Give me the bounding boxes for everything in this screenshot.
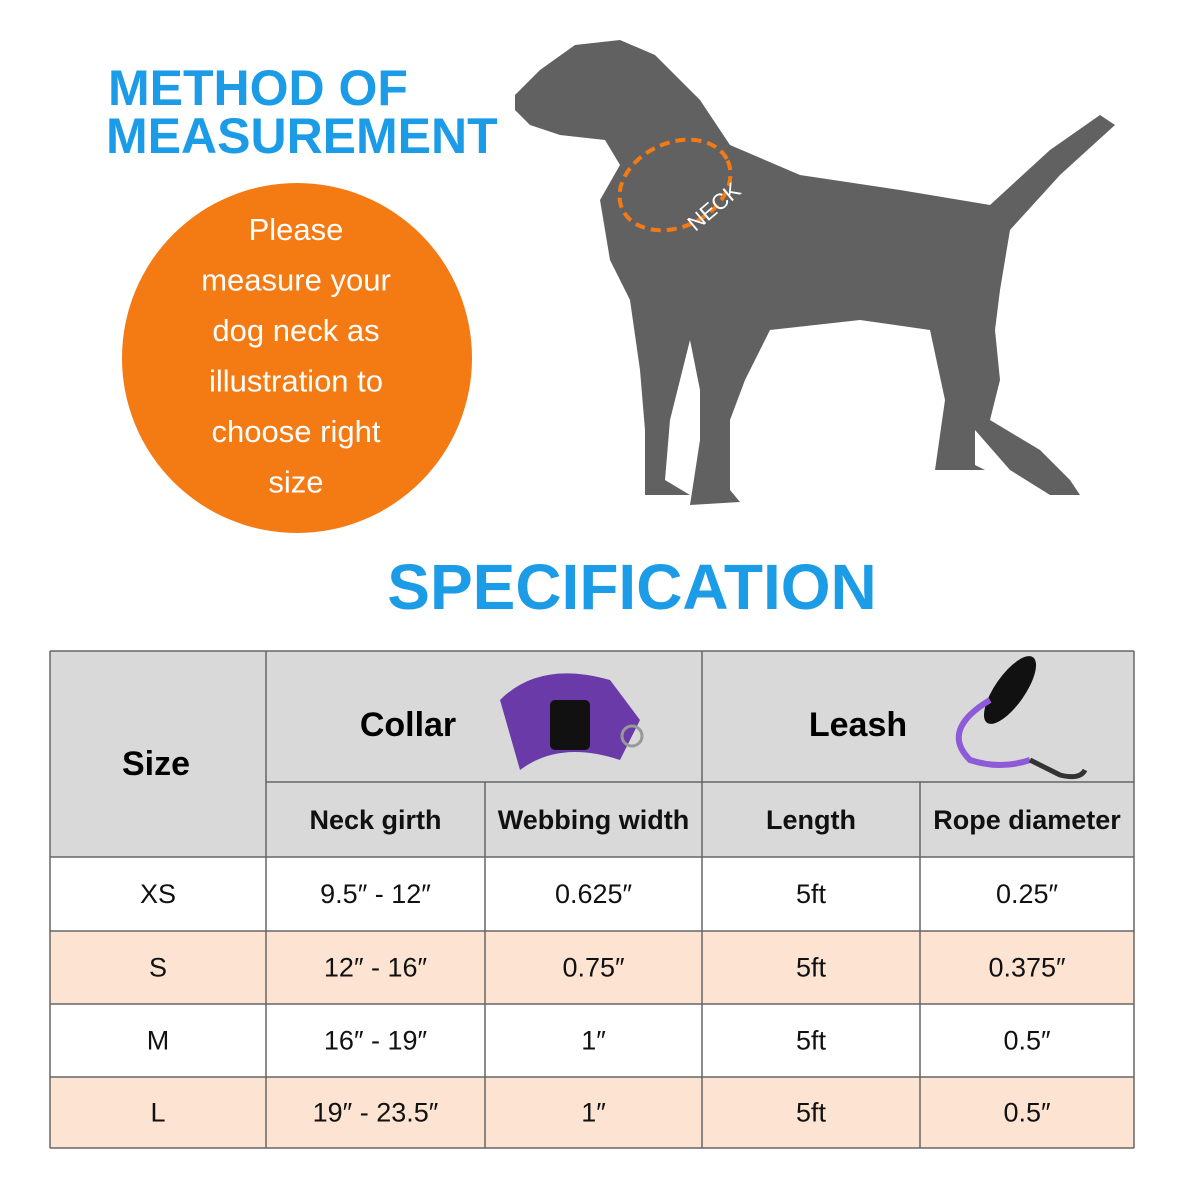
size-cell: M xyxy=(147,1026,170,1056)
row-bg xyxy=(50,1004,1134,1077)
instruction-line: Please xyxy=(249,212,344,247)
instruction-line: measure your xyxy=(201,263,391,298)
dog-silhouette xyxy=(515,40,1115,505)
title-line: METHOD OF xyxy=(108,60,408,116)
subheader: Rope diameter xyxy=(933,805,1121,835)
subheader: Webbing width xyxy=(498,805,689,835)
value-cell: 0.25″ xyxy=(996,879,1059,909)
size-header: Size xyxy=(122,745,190,783)
value-cell: 16″ - 19″ xyxy=(324,1026,428,1056)
value-cell: 0.625″ xyxy=(555,879,633,909)
leash-image xyxy=(955,656,1088,780)
value-cell: 12″ - 16″ xyxy=(324,953,428,983)
size-cell: XS xyxy=(140,879,176,909)
value-cell: 5ft xyxy=(796,1026,827,1056)
size-cell: S xyxy=(149,953,167,983)
collar-image xyxy=(500,673,644,770)
value-cell: 1″ xyxy=(581,1026,606,1056)
instruction-line: dog neck as xyxy=(212,313,379,348)
instruction-line: size xyxy=(268,465,323,500)
title-line: MEASUREMENT xyxy=(106,108,498,164)
value-cell: 5ft xyxy=(796,879,827,909)
value-cell: 0.375″ xyxy=(988,953,1066,983)
subheader: Length xyxy=(766,805,856,835)
instruction-circle xyxy=(122,183,472,533)
spec-table: Size Collar Leash Neck girth Webbing width Le… xyxy=(49,650,1135,1149)
row-bg xyxy=(50,1077,1134,1148)
neck-measure xyxy=(617,137,733,233)
row-bg xyxy=(50,857,1134,931)
subheader: Neck girth xyxy=(309,805,441,835)
spec-title: SPECIFICATION xyxy=(387,551,877,623)
collar-header: Collar xyxy=(360,706,456,744)
value-cell: 5ft xyxy=(796,953,827,983)
size-cell: L xyxy=(150,1098,165,1128)
value-cell: 0.5″ xyxy=(1003,1098,1051,1128)
instruction-line: illustration to xyxy=(209,364,383,399)
leash-header: Leash xyxy=(809,706,907,744)
value-cell: 0.5″ xyxy=(1003,1026,1051,1056)
value-cell: 9.5″ - 12″ xyxy=(320,879,431,909)
row-bg xyxy=(50,931,1134,1004)
value-cell: 5ft xyxy=(796,1098,827,1128)
value-cell: 19″ - 23.5″ xyxy=(313,1098,439,1128)
instruction-text: Please measure your dog neck as illustratio… xyxy=(201,212,391,500)
value-cell: 1″ xyxy=(581,1098,606,1128)
instruction-line: choose right xyxy=(212,414,381,449)
value-cell: 0.75″ xyxy=(562,953,625,983)
